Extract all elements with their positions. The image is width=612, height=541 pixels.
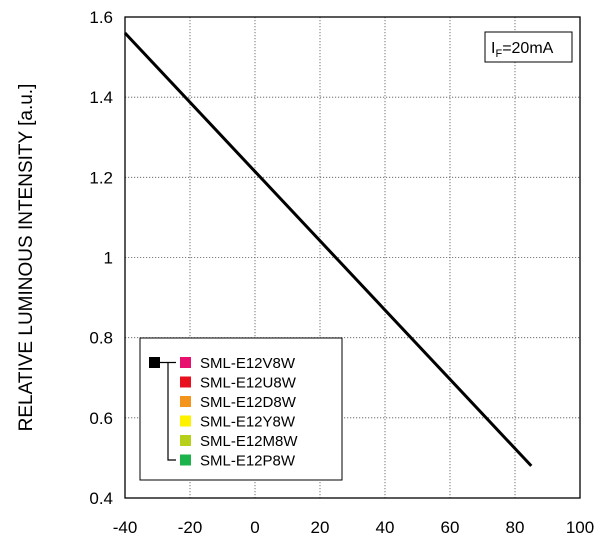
legend-series-marker [149,357,160,368]
svg-text:IF=20mA: IF=20mA [491,40,554,60]
legend-swatch [180,415,191,427]
legend-swatch [180,376,191,388]
plot-area-frame [124,16,581,499]
y-tick-label: 1.2 [89,168,113,187]
annotation-prefix: I [491,40,495,57]
legend-box [139,337,343,481]
annotation-box [484,31,573,63]
legend-label: SML-E12U8W [200,375,297,392]
y-tick-label: 0.4 [89,489,113,508]
y-tick-labels: 0.4 0.6 0.8 1 1.2 1.4 1.6 [89,8,113,508]
y-tick-label: 1 [104,249,113,268]
x-tick-label: 100 [566,518,594,537]
legend-label: SML-E12M8W [200,433,298,450]
x-tick-label: -40 [113,518,138,537]
y-axis-label: RELATIVE LUMINOUS INTENSITY [a.u.] [16,84,37,432]
y-tick-label: 0.6 [89,409,113,428]
x-tick-label: 60 [441,518,460,537]
series-layer [123,31,533,467]
condition-annotation: IF=20mA [484,31,573,63]
legend-label: SML-E12D8W [200,394,297,411]
legend-swatch [180,396,191,407]
x-tick-label: 20 [311,518,330,537]
legend-label: SML-E12Y8W [200,414,296,431]
legend-swatch [180,435,191,446]
legend-swatch [180,454,191,466]
annotation-suffix: =20mA [502,40,553,57]
series-line [123,31,533,467]
x-tick-label: -20 [178,518,203,537]
x-tick-labels: -40 -20 0 20 40 60 80 100 [113,518,594,537]
x-tick-label: 40 [376,518,395,537]
y-tick-label: 1.6 [89,8,113,27]
x-tick-label: 80 [506,518,525,537]
legend-items: SML-E12V8W SML-E12U8W SML-E12D8W SML-E12Y8W… [180,355,298,470]
legend-bracket [160,361,176,461]
y-tick-label: 0.8 [89,329,113,348]
y-tick-label: 1.4 [89,88,113,107]
annotation-subscript: F [495,48,502,60]
legend-label: SML-E12P8W [200,453,296,470]
legend: SML-E12V8W SML-E12U8W SML-E12D8W SML-E12Y8W… [139,337,343,481]
legend-swatch [180,357,191,368]
legend-label: SML-E12V8W [200,355,296,372]
x-tick-label: 0 [250,518,259,537]
